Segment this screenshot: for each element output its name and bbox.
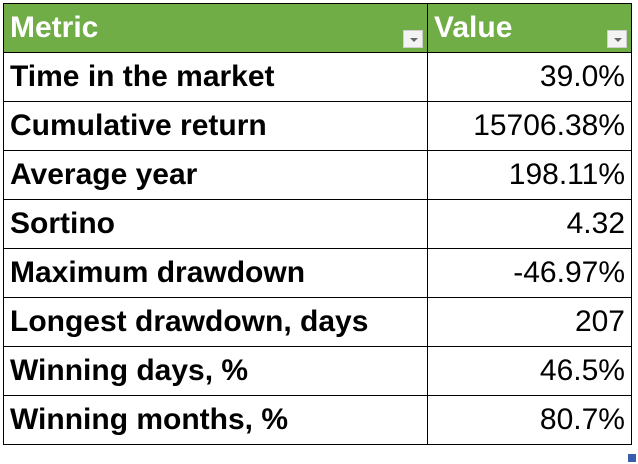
value-cell[interactable]: 198.11%: [427, 150, 632, 200]
metric-cell[interactable]: Longest drawdown, days: [3, 297, 428, 347]
metric-cell[interactable]: Sortino: [3, 199, 428, 249]
table-resize-handle[interactable]: [628, 454, 636, 462]
table-row: Winning days, % 46.5%: [3, 346, 632, 396]
filter-dropdown-icon[interactable]: [403, 30, 423, 48]
metric-cell[interactable]: Winning days, %: [3, 346, 428, 396]
table-row: Longest drawdown, days 207: [3, 297, 632, 347]
table-row: Time in the market 39.0%: [3, 52, 632, 102]
metric-cell[interactable]: Cumulative return: [3, 101, 428, 151]
metrics-table: Metric Value Time in the market 39.0% Cumu…: [3, 3, 632, 445]
header-metric[interactable]: Metric: [3, 3, 428, 53]
table-row: Sortino 4.32: [3, 199, 632, 249]
value-cell[interactable]: 207: [427, 297, 632, 347]
header-value-label: Value: [434, 11, 513, 44]
value-cell[interactable]: -46.97%: [427, 248, 632, 298]
table-row: Maximum drawdown -46.97%: [3, 248, 632, 298]
metric-cell[interactable]: Average year: [3, 150, 428, 200]
value-cell[interactable]: 80.7%: [427, 395, 632, 445]
metric-cell[interactable]: Winning months, %: [3, 395, 428, 445]
table-row: Winning months, % 80.7%: [3, 395, 632, 445]
header-value[interactable]: Value: [427, 3, 632, 53]
header-metric-label: Metric: [10, 11, 99, 44]
value-cell[interactable]: 4.32: [427, 199, 632, 249]
filter-dropdown-icon[interactable]: [607, 30, 627, 48]
value-cell[interactable]: 46.5%: [427, 346, 632, 396]
value-cell[interactable]: 39.0%: [427, 52, 632, 102]
table-row: Cumulative return 15706.38%: [3, 101, 632, 151]
value-cell[interactable]: 15706.38%: [427, 101, 632, 151]
metric-cell[interactable]: Maximum drawdown: [3, 248, 428, 298]
table-row: Average year 198.11%: [3, 150, 632, 200]
metric-cell[interactable]: Time in the market: [3, 52, 428, 102]
header-row: Metric Value: [3, 3, 632, 53]
